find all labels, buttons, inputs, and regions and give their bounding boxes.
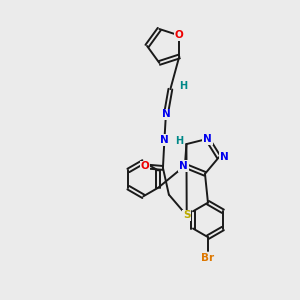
Text: N: N xyxy=(161,110,170,119)
Text: N: N xyxy=(179,161,188,171)
Text: O: O xyxy=(141,161,149,171)
Text: Br: Br xyxy=(201,253,214,263)
Text: N: N xyxy=(203,134,212,144)
Text: H: H xyxy=(175,136,183,146)
Text: H: H xyxy=(179,81,187,91)
Text: N: N xyxy=(160,135,169,145)
Text: S: S xyxy=(183,211,190,220)
Text: N: N xyxy=(220,152,229,162)
Text: O: O xyxy=(175,31,184,40)
